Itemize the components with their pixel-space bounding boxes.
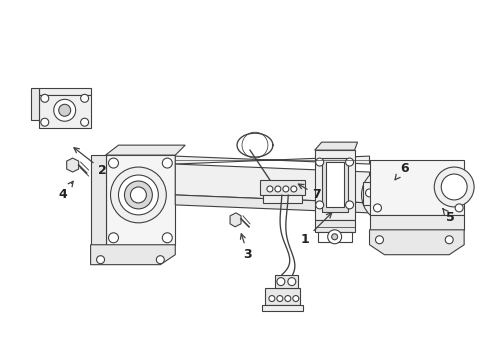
Circle shape	[426, 179, 457, 211]
Circle shape	[345, 158, 353, 166]
Circle shape	[366, 192, 372, 198]
Circle shape	[345, 201, 353, 209]
Circle shape	[266, 186, 272, 192]
Circle shape	[81, 94, 88, 102]
Circle shape	[290, 186, 296, 192]
Polygon shape	[369, 160, 463, 215]
Circle shape	[110, 167, 166, 223]
Circle shape	[431, 185, 451, 205]
Text: 2: 2	[74, 148, 107, 176]
Circle shape	[130, 187, 146, 203]
Text: 7: 7	[298, 184, 321, 202]
Polygon shape	[362, 182, 416, 205]
Circle shape	[118, 175, 158, 215]
Polygon shape	[369, 230, 463, 255]
Circle shape	[406, 192, 411, 198]
Circle shape	[96, 256, 104, 264]
Circle shape	[276, 296, 282, 302]
Circle shape	[407, 189, 414, 197]
Circle shape	[436, 190, 447, 200]
Circle shape	[375, 236, 383, 244]
Circle shape	[382, 188, 396, 202]
Circle shape	[315, 201, 323, 209]
Polygon shape	[369, 215, 463, 230]
Text: 3: 3	[240, 234, 252, 261]
Circle shape	[285, 296, 290, 302]
Polygon shape	[325, 162, 343, 207]
Polygon shape	[314, 142, 357, 150]
Circle shape	[376, 175, 382, 181]
Circle shape	[315, 158, 323, 166]
Polygon shape	[175, 195, 369, 213]
Circle shape	[282, 186, 288, 192]
Circle shape	[276, 278, 285, 285]
Circle shape	[365, 189, 373, 197]
Circle shape	[440, 174, 466, 200]
Polygon shape	[66, 158, 79, 172]
Circle shape	[41, 118, 49, 126]
Polygon shape	[314, 150, 354, 220]
Polygon shape	[90, 155, 105, 255]
Polygon shape	[321, 158, 347, 212]
Circle shape	[124, 181, 152, 209]
Circle shape	[454, 204, 462, 212]
Polygon shape	[90, 245, 175, 265]
Polygon shape	[264, 288, 299, 305]
Circle shape	[108, 233, 118, 243]
Circle shape	[54, 99, 76, 121]
Circle shape	[396, 175, 402, 181]
Circle shape	[41, 94, 49, 102]
Circle shape	[156, 256, 164, 264]
Polygon shape	[39, 88, 90, 95]
Circle shape	[162, 233, 172, 243]
Circle shape	[375, 181, 403, 209]
Circle shape	[242, 132, 267, 158]
Circle shape	[108, 158, 118, 168]
Polygon shape	[317, 232, 351, 242]
Polygon shape	[175, 164, 369, 203]
Text: 5: 5	[442, 209, 454, 224]
Text: 6: 6	[394, 162, 408, 180]
Polygon shape	[314, 220, 354, 232]
Polygon shape	[274, 275, 297, 288]
Circle shape	[396, 209, 402, 215]
Circle shape	[327, 230, 341, 244]
Circle shape	[292, 296, 298, 302]
Circle shape	[433, 167, 473, 207]
Circle shape	[59, 104, 71, 116]
Polygon shape	[105, 155, 175, 245]
Circle shape	[368, 174, 409, 216]
Circle shape	[444, 236, 452, 244]
Circle shape	[274, 186, 280, 192]
Polygon shape	[260, 180, 304, 195]
Circle shape	[373, 204, 381, 212]
Polygon shape	[263, 195, 301, 203]
Circle shape	[268, 296, 274, 302]
Circle shape	[376, 209, 382, 215]
Circle shape	[162, 158, 172, 168]
Circle shape	[331, 234, 337, 240]
Polygon shape	[229, 213, 241, 227]
Polygon shape	[105, 145, 185, 155]
Circle shape	[361, 167, 416, 223]
Polygon shape	[31, 88, 39, 120]
Text: 4: 4	[58, 181, 73, 202]
Polygon shape	[175, 156, 369, 164]
Text: 1: 1	[300, 213, 331, 246]
Circle shape	[287, 278, 295, 285]
Polygon shape	[262, 305, 302, 311]
Polygon shape	[39, 95, 90, 128]
Circle shape	[81, 118, 88, 126]
